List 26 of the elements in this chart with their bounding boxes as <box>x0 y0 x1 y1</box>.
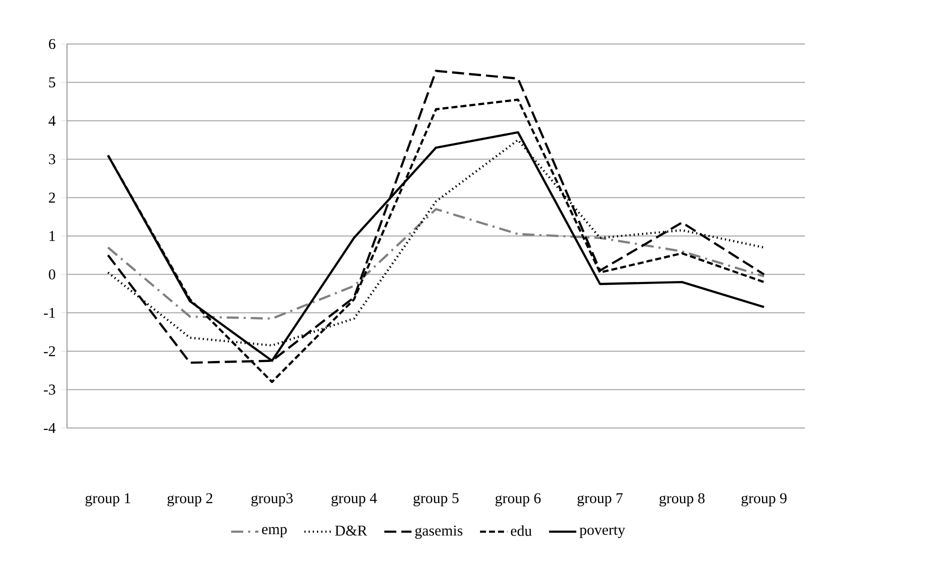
y-tick-label: 2 <box>48 192 55 203</box>
y-tick-label: 1 <box>50 231 55 241</box>
y-tick-label: 3 <box>49 154 56 164</box>
y-tick-label: 5 <box>49 77 56 88</box>
y-tick-label: -4 <box>44 423 56 433</box>
x-tick-label: group 1 <box>86 493 130 506</box>
x-tick-label: group 9 <box>742 493 787 506</box>
y-tick-label: 6 <box>48 38 56 50</box>
legend-label: D&R <box>335 526 368 536</box>
y-tick-label: 0 <box>48 269 56 280</box>
x-tick-label: group 5 <box>414 493 459 506</box>
y-tick-label: 4 <box>48 116 56 126</box>
legend-label: edu <box>510 525 532 536</box>
y-tick-label: -2 <box>44 346 55 356</box>
x-tick-label: group 4 <box>332 493 377 506</box>
line-series <box>106 208 766 320</box>
y-tick-label: -1 <box>44 308 55 318</box>
y-tick-label: -3 <box>44 384 56 395</box>
x-tick-label: group3 <box>251 493 293 506</box>
legend-label: poverty <box>580 526 626 538</box>
x-tick-label: group 6 <box>496 493 541 506</box>
legend-label: gasemis <box>415 526 462 539</box>
x-tick-label: group 8 <box>660 493 705 506</box>
x-tick-label: group 7 <box>578 493 623 506</box>
legend-label: emp <box>262 527 287 538</box>
x-tick-label: group 2 <box>168 493 212 506</box>
